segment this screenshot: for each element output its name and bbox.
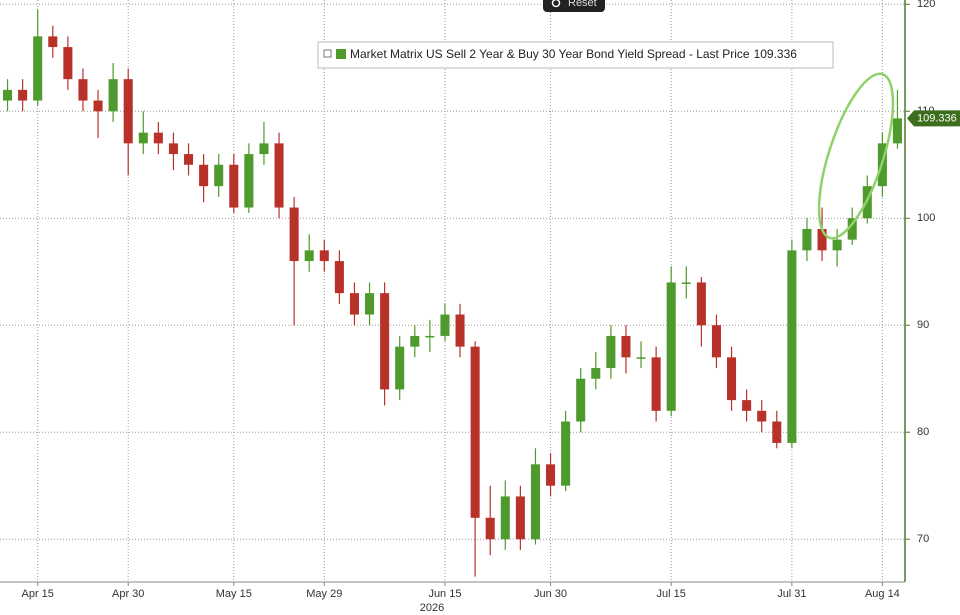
candle-body	[3, 89, 13, 101]
candle-body	[485, 517, 495, 540]
candle-body	[199, 164, 209, 187]
candle-body	[63, 47, 73, 80]
candle-body	[138, 132, 148, 144]
candle-body	[153, 132, 163, 144]
x-tick-label: Apr 30	[112, 588, 144, 600]
reset-label: Reset	[568, 0, 597, 9]
candle-body	[787, 250, 797, 443]
candle-body	[48, 36, 58, 48]
x-tick-label: Jun 30	[534, 588, 567, 600]
x-tick-label: May 29	[306, 588, 342, 600]
candle-body	[546, 464, 556, 486]
y-tick-label: 90	[917, 319, 929, 331]
reset-icon	[551, 0, 561, 8]
candle-body	[772, 421, 782, 443]
legend-name: Market Matrix US Sell 2 Year & Buy 30 Ye…	[350, 47, 750, 61]
candle-body	[500, 496, 510, 540]
candle-body	[455, 314, 465, 347]
candle-body	[696, 282, 706, 326]
candle-body	[274, 143, 284, 208]
x-tick-label: Jul 31	[777, 588, 806, 600]
candle-body	[892, 118, 902, 144]
candle-body	[108, 79, 118, 112]
candle-body	[530, 464, 540, 540]
candle-body	[93, 100, 103, 112]
candle-body	[395, 346, 405, 390]
reset-button[interactable]	[543, 0, 605, 12]
x-tick-label: Jul 15	[657, 588, 686, 600]
candle-body	[334, 261, 344, 294]
candle-body	[742, 400, 752, 411]
candle-body	[425, 335, 435, 338]
legend-last-price: 109.336	[754, 47, 798, 61]
candle-body	[319, 250, 329, 262]
candle-body	[244, 154, 254, 208]
legend-box	[317, 41, 834, 69]
y-tick-label: 100	[917, 212, 935, 224]
candle-body	[681, 282, 691, 284]
candle-body	[606, 335, 616, 369]
x-tick-label: May 15	[216, 588, 252, 600]
candle-body	[184, 154, 194, 165]
candle-body	[727, 357, 737, 401]
candle-body	[651, 357, 661, 411]
candle-body	[365, 293, 375, 315]
x-tick-label: Apr 15	[21, 588, 53, 600]
candle-body	[440, 314, 450, 336]
y-tick-label: 120	[917, 0, 935, 10]
candle-body	[515, 496, 525, 540]
candle-body	[561, 421, 571, 486]
candle-body	[817, 228, 827, 251]
y-tick-label: 80	[917, 426, 929, 438]
candle-body	[259, 143, 269, 155]
candle-body	[802, 228, 812, 251]
legend-text: Market Matrix US Sell 2 Year & Buy 30 Ye…	[350, 47, 797, 61]
legend-toggle[interactable]	[323, 49, 332, 58]
candle-body	[470, 346, 480, 518]
candle-body	[410, 335, 420, 347]
candle-body	[123, 79, 133, 144]
candle-body	[711, 325, 721, 358]
highlight-ellipse	[817, 72, 895, 240]
candle-body	[349, 293, 359, 315]
candle-body	[78, 79, 88, 101]
candle-body	[229, 164, 239, 208]
candle-body	[304, 250, 314, 262]
last-price-label: 109.336	[917, 112, 957, 124]
candle-body	[289, 207, 299, 262]
y-tick-label: 70	[917, 533, 929, 545]
x-tick-label: Aug 14	[865, 588, 900, 600]
candle-body	[847, 218, 857, 240]
candle-body	[666, 282, 676, 411]
candle-body	[18, 89, 28, 101]
candle-body	[757, 410, 767, 422]
candle-body	[832, 239, 842, 251]
x-tick-label: Jun 15	[428, 588, 461, 600]
candle-body	[33, 36, 43, 101]
last-price-tag	[907, 110, 960, 127]
candle-body	[214, 164, 224, 187]
candle-body	[380, 293, 390, 390]
candle-body	[621, 335, 631, 358]
legend-swatch	[336, 49, 346, 59]
year-label: 2026	[420, 602, 444, 614]
candle-body	[591, 368, 601, 379]
candle-body	[636, 357, 646, 359]
candles	[3, 9, 902, 577]
candle-body	[168, 143, 178, 155]
candle-body	[576, 378, 586, 422]
